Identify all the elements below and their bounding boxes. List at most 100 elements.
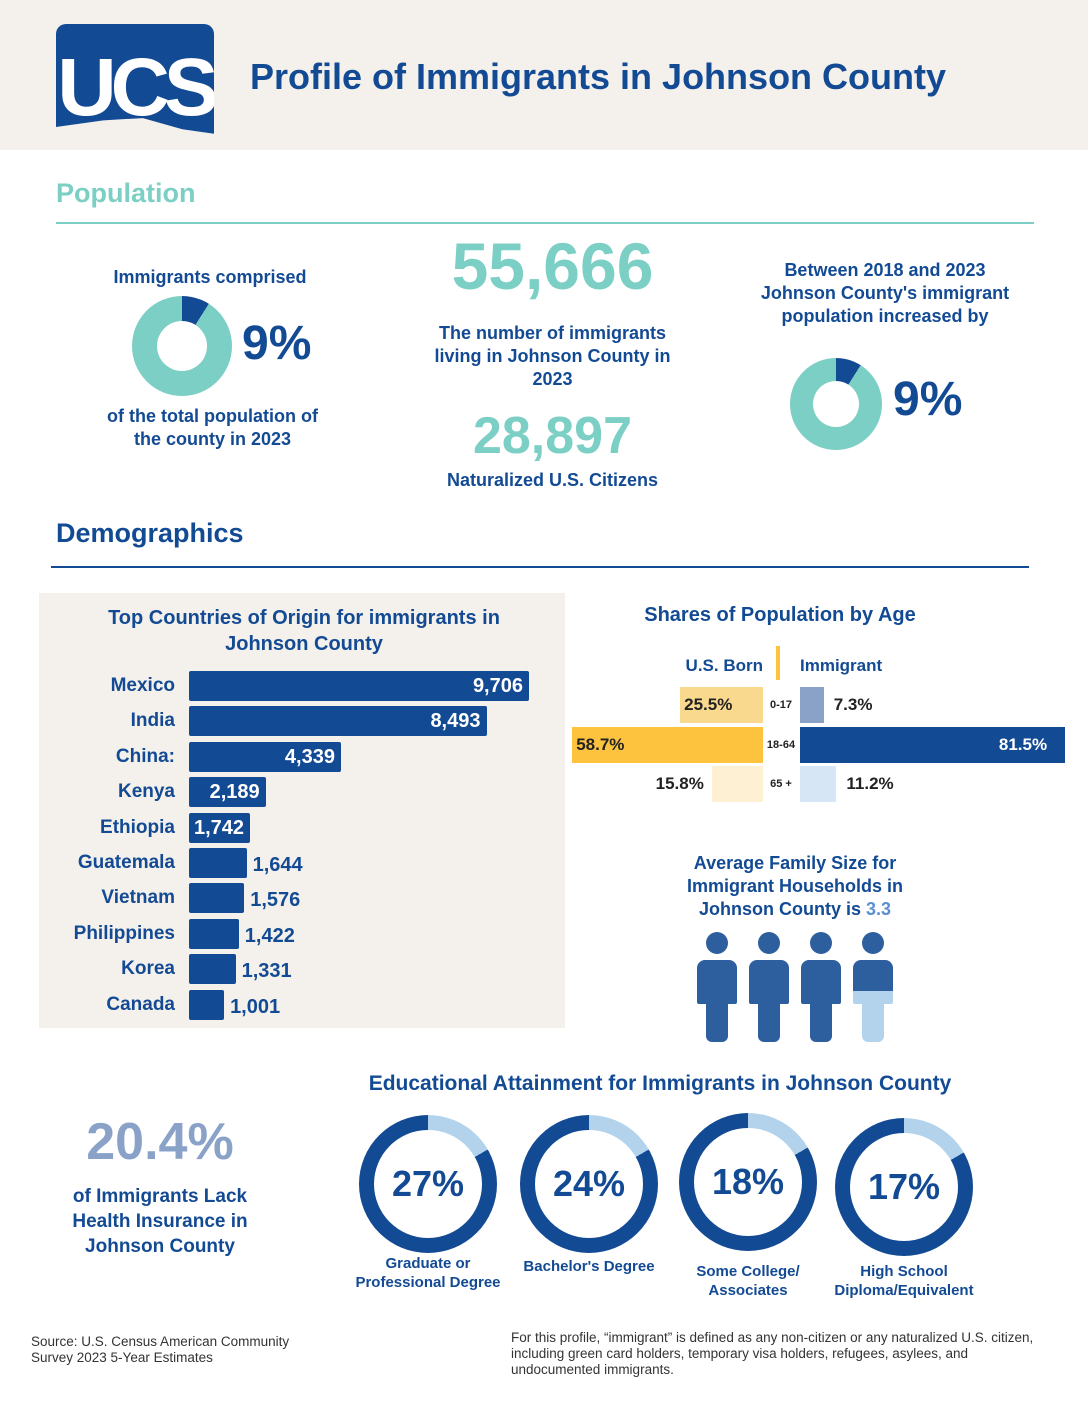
population-heading: Population bbox=[56, 178, 196, 208]
definition-note: For this profile, “immigrant” is defined… bbox=[511, 1330, 1034, 1377]
country-value: 4,339 bbox=[284, 745, 335, 768]
country-value: 1,644 bbox=[252, 854, 303, 876]
country-value: 1,742 bbox=[193, 816, 245, 839]
immigrant-count-label: The number of immigrants living in Johns… bbox=[434, 323, 671, 389]
country-label: China: bbox=[115, 745, 175, 767]
person-head bbox=[706, 932, 728, 954]
origin-bars: Mexico 9,706 India 8,493 China: 4,339 Kenya 2,1… bbox=[39, 671, 565, 1031]
person-legs bbox=[706, 1002, 728, 1042]
person-icon bbox=[749, 932, 789, 1042]
person-body bbox=[801, 960, 841, 1004]
naturalized-label: Naturalized U.S. Citizens bbox=[446, 470, 659, 490]
age-category: 65 + bbox=[770, 778, 792, 790]
education-value: 27% bbox=[391, 1163, 465, 1204]
immigrant-value: 7.3% bbox=[833, 695, 873, 714]
country-label: Korea bbox=[121, 958, 175, 980]
country-label: Philippines bbox=[73, 922, 175, 944]
us-born-value: 25.5% bbox=[684, 695, 733, 714]
country-bar bbox=[189, 671, 529, 701]
education-label: Some College/ Associates bbox=[696, 1263, 800, 1299]
education-ring: 27% bbox=[359, 1115, 497, 1253]
education-value: 24% bbox=[552, 1163, 626, 1204]
ucs-logo: UCS bbox=[56, 24, 214, 134]
person-body bbox=[853, 960, 893, 1004]
insurance-label: of Immigrants Lack Health Insurance in J… bbox=[72, 1186, 248, 1257]
education-label: High School Diploma/Equivalent bbox=[834, 1263, 974, 1299]
country-bar bbox=[189, 918, 239, 949]
immigrant-count: 55,666 bbox=[451, 229, 654, 303]
education-ring: 18% bbox=[679, 1113, 817, 1251]
country-label: Mexico bbox=[110, 675, 175, 696]
growth-value: 9% bbox=[893, 373, 963, 426]
page-title: Profile of Immigrants in Johnson County bbox=[250, 56, 947, 97]
family-size-value: 3.3 bbox=[865, 899, 892, 919]
person-head bbox=[758, 932, 780, 954]
country-label: Vietnam bbox=[101, 887, 175, 909]
immigrant-value: 81.5% bbox=[998, 734, 1048, 754]
country-bar bbox=[189, 777, 266, 808]
country-bar bbox=[189, 848, 247, 878]
growth-top: Between 2018 and 2023 Johnson County's i… bbox=[760, 260, 1010, 326]
origin-chart-panel: Top Countries of Origin for immigrants i… bbox=[39, 593, 565, 1028]
share-bottom: of the total population of the county in… bbox=[107, 406, 318, 449]
person-head bbox=[810, 932, 832, 954]
immigrant-bar bbox=[800, 726, 1065, 763]
immigrant-bar bbox=[800, 687, 824, 723]
person-legs bbox=[862, 1002, 884, 1042]
education-value: 18% bbox=[711, 1161, 785, 1202]
share-value: 9% bbox=[242, 317, 312, 370]
family-size-text: Average Family Size for Immigrant Househ… bbox=[655, 852, 935, 921]
country-value: 1,422 bbox=[244, 924, 295, 947]
education-ring: 17% bbox=[835, 1118, 973, 1256]
country-value: 2,189 bbox=[209, 781, 260, 804]
us-born-value: 15.8% bbox=[655, 774, 704, 793]
person-body bbox=[697, 960, 737, 1004]
us-born-bar bbox=[572, 726, 763, 763]
source-note: Source: U.S. Census American Community S… bbox=[31, 1334, 290, 1365]
country-value: 8,493 bbox=[430, 710, 481, 733]
insurance-value: 20.4% bbox=[86, 1113, 234, 1171]
divider bbox=[51, 566, 1029, 568]
country-bar bbox=[189, 883, 245, 914]
immigrant-bar bbox=[800, 766, 837, 802]
education-label: Graduate or Professional Degree bbox=[355, 1255, 501, 1291]
country-label: Canada bbox=[106, 993, 175, 1015]
person-legs bbox=[758, 1002, 780, 1042]
growth-donut bbox=[790, 358, 882, 450]
country-value: 9,706 bbox=[472, 675, 523, 697]
country-bar bbox=[189, 812, 251, 843]
person-icon bbox=[853, 932, 893, 1042]
age-category: 18-64 bbox=[766, 738, 796, 751]
person-legs bbox=[810, 1002, 832, 1042]
education-label: Bachelor's Degree bbox=[523, 1258, 655, 1275]
country-value: 1,576 bbox=[250, 889, 301, 912]
legend-divider bbox=[776, 646, 780, 680]
us-born-bar bbox=[680, 687, 763, 723]
person-icon bbox=[697, 932, 737, 1042]
share-top: Immigrants comprised bbox=[113, 267, 307, 287]
country-label: Kenya bbox=[117, 781, 175, 803]
demographics-heading: Demographics bbox=[56, 518, 244, 548]
country-bar bbox=[189, 989, 225, 1020]
country-label: Ethiopia bbox=[100, 816, 175, 838]
legend-us-born: U.S. Born bbox=[685, 656, 763, 675]
country-bar bbox=[189, 706, 487, 737]
person-body bbox=[749, 960, 789, 1004]
education-value: 17% bbox=[867, 1166, 941, 1207]
country-value: 1,331 bbox=[241, 960, 292, 983]
country-bar bbox=[189, 741, 341, 772]
education-title: Educational Attainment for Immigrants in… bbox=[368, 1072, 952, 1095]
person-head bbox=[862, 932, 884, 954]
age-chart-title: Shares of Population by Age bbox=[644, 604, 916, 626]
share-donut bbox=[132, 296, 232, 396]
origin-chart-title: Top Countries of Origin for immigrants i… bbox=[108, 607, 500, 655]
immigrant-value: 11.2% bbox=[846, 774, 894, 793]
us-born-value: 58.7% bbox=[576, 734, 625, 754]
us-born-bar bbox=[711, 766, 763, 802]
family-size-label: Average Family Size for Immigrant Househ… bbox=[686, 853, 904, 919]
age-category: 0-17 bbox=[769, 699, 793, 711]
country-value: 1,001 bbox=[230, 995, 281, 1018]
education-ring: 24% bbox=[520, 1115, 658, 1253]
country-label: India bbox=[130, 710, 175, 732]
legend-immigrant: Immigrant bbox=[800, 656, 883, 675]
